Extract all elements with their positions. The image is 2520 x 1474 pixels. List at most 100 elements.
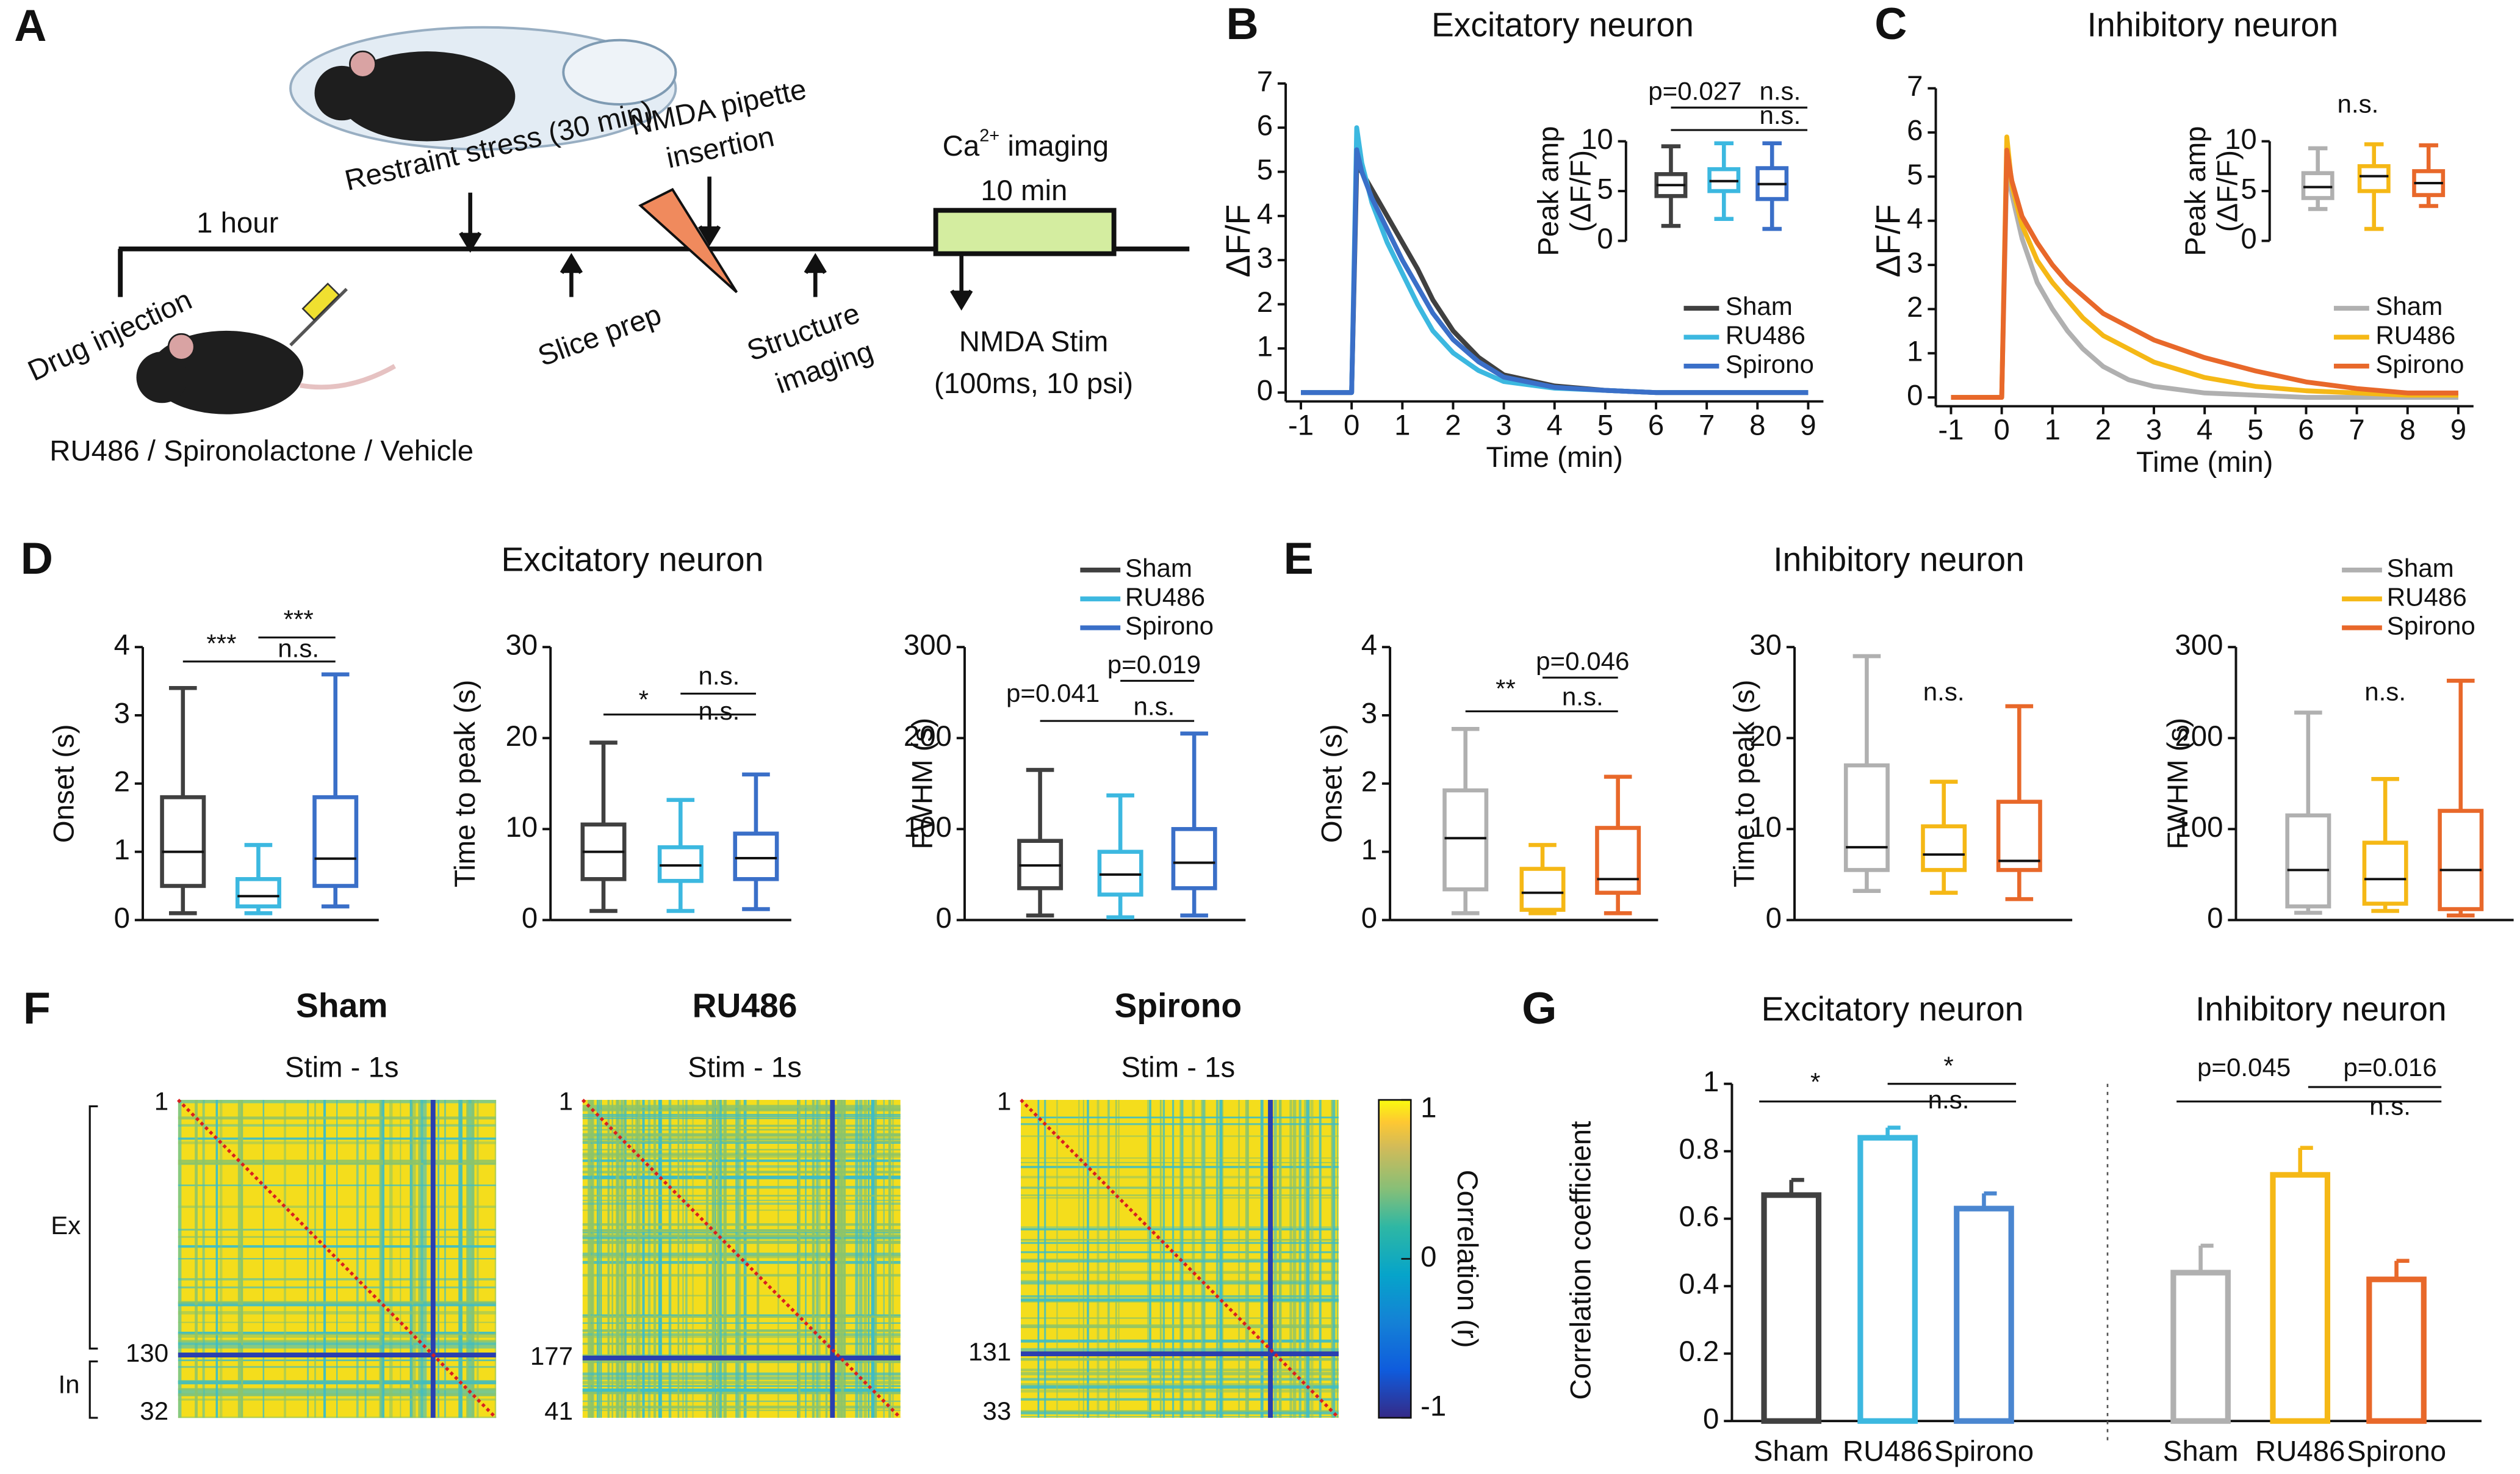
section-title: Excitatory neuron [501, 540, 763, 578]
significance-label: p=0.019 [1107, 650, 1201, 679]
matrix-stripe [430, 1100, 436, 1418]
significance-label: p=0.045 [2197, 1053, 2291, 1082]
box [1097, 850, 1143, 897]
matrix-stripe [642, 1100, 645, 1418]
diagram-text: 10 min [981, 175, 1067, 207]
y-axis-label: FWHM (s) [907, 718, 939, 850]
matrix-stripe [582, 1125, 901, 1127]
matrix-stripe [859, 1100, 863, 1418]
matrix-stripe [1021, 1194, 1339, 1196]
matrix-stripe [582, 1199, 901, 1201]
matrix-stripe [241, 1100, 243, 1418]
matrix-stripe [1107, 1100, 1109, 1418]
matrix-stripe [692, 1100, 694, 1418]
y-tick-label: 300 [904, 629, 952, 662]
bar [1954, 1205, 2014, 1424]
matrix-stripe [582, 1133, 901, 1137]
matrix-stripe [1021, 1298, 1339, 1302]
matrix-stripe [653, 1100, 657, 1418]
matrix-stripe [582, 1376, 901, 1380]
matrix-stripe [582, 1165, 901, 1168]
matrix-stripe [1021, 1295, 1339, 1298]
y-tick-label: 1 [1907, 335, 1923, 367]
heatmap-title: RU486 [693, 987, 797, 1025]
y-tick-label: 5 [2241, 173, 2256, 206]
matrix-stripe [711, 1100, 715, 1418]
group-label: In [58, 1370, 79, 1399]
y-tick-label: 3 [1257, 242, 1273, 275]
x-tick-label: -1 [1938, 414, 1964, 446]
y-tick-label: 100 [2175, 811, 2223, 844]
matrix-stripe [1096, 1100, 1100, 1418]
chart-title: Inhibitory neuron [2087, 5, 2338, 43]
x-tick-label: 0 [1344, 409, 1359, 441]
matrix-stripe [1292, 1100, 1297, 1418]
y-tick-label: 0 [1257, 375, 1273, 407]
x-tick-label: 8 [2400, 414, 2416, 446]
y-axis-label: ΔF/F [1219, 204, 1257, 278]
x-tick-label: 4 [1547, 409, 1563, 441]
x-tick-label: 8 [1749, 409, 1765, 441]
y-tick-label: 30 [1749, 629, 1782, 662]
matrix-stripe [1021, 1197, 1339, 1199]
y-tick-label: 3 [1907, 247, 1923, 280]
matrix-stripe [582, 1116, 901, 1118]
matrix-stripe [582, 1389, 901, 1392]
matrix-stripe [777, 1100, 779, 1418]
matrix-stripe [1021, 1383, 1339, 1386]
matrix-stripe [1162, 1100, 1165, 1418]
matrix-stripe [582, 1149, 901, 1151]
matrix-stripe [582, 1385, 901, 1387]
correlation-matrix [581, 1099, 902, 1419]
y-tick-label: 2 [1907, 291, 1923, 323]
matrix-stripe [1021, 1187, 1339, 1189]
diagram-text: 1 hour [196, 207, 278, 239]
matrix-stripe [1238, 1100, 1240, 1418]
x-tick-label: 1 [1394, 409, 1410, 441]
matrix-stripe [611, 1100, 613, 1418]
x-tick-label: 2 [1445, 409, 1461, 441]
matrix-stripe [582, 1136, 901, 1139]
matrix-stripe [830, 1100, 835, 1418]
heatmap-subtitle: Stim - 1s [688, 1052, 802, 1084]
matrix-stripe [582, 1334, 901, 1339]
box [1595, 826, 1641, 895]
matrix-stripe [647, 1100, 651, 1418]
bar [1857, 1135, 1918, 1424]
matrix-stripe [715, 1100, 716, 1418]
significance-label: n.s. [278, 634, 319, 663]
matrix-stripe [178, 1305, 496, 1307]
y-tick-label: 0 [114, 902, 130, 934]
matrix-stripe [600, 1100, 602, 1418]
significance-label: n.s. [2364, 677, 2406, 706]
matrix-stripe [1021, 1339, 1339, 1343]
matrix-stripe [677, 1100, 680, 1418]
y-tick-label: 6 [1907, 115, 1923, 147]
matrix-stripe [582, 1138, 901, 1140]
significance-label: n.s. [1759, 101, 1801, 129]
x-tick-label: 2 [2095, 414, 2111, 446]
matrix-stripe [1021, 1166, 1339, 1168]
y-axis-label: Correlation coefficient [1564, 1121, 1597, 1400]
matrix-stripe [582, 1254, 901, 1259]
matrix-stripe [1333, 1100, 1336, 1418]
y-tick-label: 200 [904, 720, 952, 753]
matrix-stripe [582, 1185, 901, 1189]
heatmap-subtitle: Stim - 1s [1121, 1052, 1235, 1084]
y-axis-label: ΔF/F [1869, 204, 1907, 278]
matrix-stripe [582, 1400, 901, 1403]
matrix-stripe [582, 1176, 901, 1180]
significance-label: * [1943, 1052, 1953, 1080]
matrix-stripe [421, 1100, 423, 1418]
matrix-stripe [719, 1100, 722, 1418]
group-label: Ex [51, 1211, 81, 1240]
matrix-stripe [1278, 1100, 1282, 1418]
matrix-stripe [705, 1100, 709, 1418]
diagram-text: Slice prep [534, 298, 666, 373]
matrix-stripe [582, 1141, 901, 1144]
x-tick-label: 3 [2146, 414, 2162, 446]
matrix-stripe [1021, 1226, 1339, 1228]
y-tick-label: 6 [1257, 110, 1273, 142]
matrix-stripe [1260, 1100, 1264, 1418]
